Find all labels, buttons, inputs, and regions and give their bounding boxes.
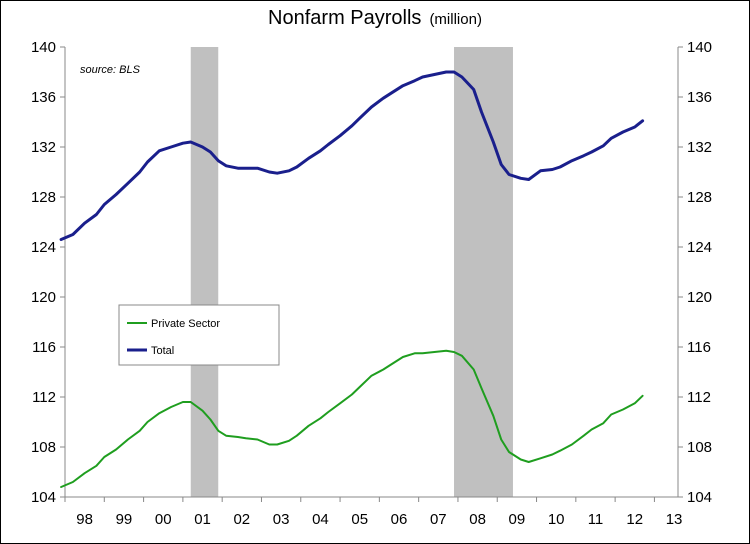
y-tick-label-left: 132 (31, 139, 56, 156)
legend: Private Sector Total (118, 304, 280, 366)
y-tick-label-left: 124 (31, 239, 56, 256)
legend-label-total: Total (151, 345, 174, 357)
axes: 104 104 108 108 112 112 116 116 120 120 124 124 128 1… (31, 39, 712, 528)
legend-label-private-sector: Private Sector (151, 318, 220, 330)
x-tick-label: 04 (312, 511, 329, 528)
chart-title: Nonfarm Payrolls (million) (268, 7, 482, 29)
x-tick-label: 02 (233, 511, 250, 528)
x-tick-label: 10 (548, 511, 565, 528)
y-tick-label-right: 136 (687, 89, 712, 106)
y-tick-label-right: 116 (687, 339, 711, 356)
x-tick-label: 06 (391, 511, 408, 528)
y-tick-label-right: 108 (687, 439, 712, 456)
y-tick-label-right: 120 (687, 289, 712, 306)
recession-band-2 (454, 47, 513, 497)
y-tick-label-right: 140 (687, 39, 712, 56)
x-tick-label: 11 (588, 511, 604, 528)
y-tick-label-left: 116 (32, 339, 56, 356)
x-tick-label: 00 (155, 511, 172, 528)
y-tick-label-right: 104 (687, 489, 712, 506)
x-tick-label: 99 (116, 511, 133, 528)
x-tick-label: 07 (430, 511, 447, 528)
legend-box (118, 304, 280, 366)
y-tick-label-left: 104 (31, 489, 56, 506)
x-tick-label: 09 (509, 511, 526, 528)
y-tick-label-right: 112 (687, 389, 711, 406)
y-tick-label-left: 140 (31, 39, 56, 56)
y-tick-label-left: 108 (31, 439, 56, 456)
y-tick-label-left: 128 (31, 189, 56, 206)
y-tick-label-left: 120 (31, 289, 56, 306)
y-tick-label-left: 112 (32, 389, 56, 406)
x-tick-label: 12 (626, 511, 643, 528)
x-tick-label: 01 (194, 511, 211, 528)
x-tick-label: 08 (469, 511, 486, 528)
chart-title-main: Nonfarm Payrolls (268, 7, 421, 29)
series-line-private-sector (60, 349, 644, 488)
chart-title-unit: (million) (429, 11, 482, 28)
y-tick-label-right: 124 (687, 239, 712, 256)
x-tick-label: 05 (351, 511, 368, 528)
series-line-total (59, 70, 645, 241)
x-tick-label: 98 (76, 511, 93, 528)
x-tick-label: 03 (273, 511, 290, 528)
series-lines (59, 70, 645, 488)
y-tick-label-right: 128 (687, 189, 712, 206)
recession-bands (190, 47, 513, 497)
y-tick-label-left: 136 (31, 89, 56, 106)
y-tick-label-right: 132 (687, 139, 712, 156)
x-tick-label: 13 (666, 511, 683, 528)
source-note: source: BLS (80, 64, 141, 76)
recession-band-1 (190, 47, 219, 497)
